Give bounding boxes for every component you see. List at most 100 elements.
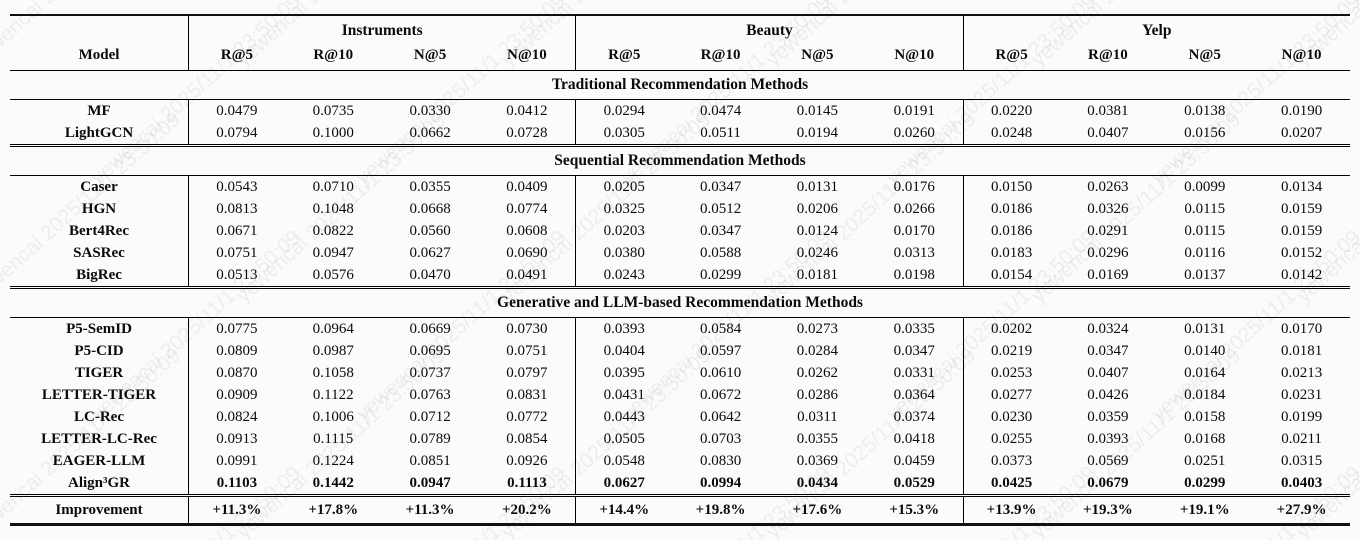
metric-value: 0.0159 — [1280, 223, 1323, 239]
metric-value: 0.0426 — [1087, 387, 1129, 403]
metric-value: 0.0491 — [506, 267, 548, 283]
model-name: LETTER-LC-Rec — [41, 431, 157, 447]
table-row: SASRec 0.0751 0.0947 0.0627 0.0690 0.0380 0.05… — [10, 242, 1350, 264]
metric-value: 0.0099 — [1184, 179, 1226, 195]
metric-value: 0.0569 — [1087, 453, 1129, 469]
metric-value: 0.0116 — [1184, 245, 1226, 261]
metric-value: 0.0393 — [575, 318, 672, 340]
metric-value: 0.0142 — [1280, 267, 1323, 283]
metric-value: 0.0991 — [188, 450, 285, 472]
metric-value: 0.0364 — [893, 387, 935, 403]
metric-value: 0.0712 — [409, 409, 451, 425]
metric-value: 0.0431 — [575, 384, 672, 406]
metric-value: 0.0380 — [575, 242, 672, 264]
metric-value: 0.0186 — [962, 198, 1060, 220]
metric-value: 0.0262 — [796, 365, 839, 381]
table-row: EAGER-LLM 0.0991 0.1224 0.0851 0.0926 0.0548 0… — [10, 450, 1350, 472]
metric-value: 0.0588 — [699, 245, 742, 261]
model-column-header: Model — [78, 47, 120, 63]
table-row: MF 0.0479 0.0735 0.0330 0.0412 0.0294 0.0474 0.… — [10, 100, 1350, 122]
model-name: SASRec — [73, 245, 125, 261]
model-name: MF — [87, 103, 111, 119]
metric-value: 0.0294 — [575, 100, 672, 122]
table-row: LETTER-TIGER 0.0909 0.1122 0.0763 0.0831 0.04… — [10, 384, 1350, 406]
metric-value: 0.0774 — [506, 201, 548, 217]
metric-value: 0.0474 — [699, 103, 742, 119]
metric-value: 0.0170 — [893, 223, 935, 239]
metric-value: 0.0231 — [1280, 387, 1323, 403]
metric-value: 0.0576 — [312, 267, 354, 283]
metric-value: 0.0672 — [699, 387, 742, 403]
metric-value: 0.0407 — [1087, 365, 1129, 381]
metric-value: 0.0137 — [1184, 267, 1226, 283]
metric-value: 0.0115 — [1184, 223, 1226, 239]
metric-value: 0.0730 — [506, 321, 548, 337]
metric-value: 0.0291 — [1087, 223, 1129, 239]
metric-value: 0.1442 — [312, 475, 354, 491]
metric-value: 0.0751 — [188, 242, 285, 264]
metric-value: 0.0324 — [1087, 321, 1129, 337]
metric-value: 0.0679 — [1087, 475, 1129, 491]
model-name: EAGER-LLM — [52, 453, 146, 469]
model-name: BigRec — [76, 267, 122, 283]
metric-value: 0.0763 — [409, 387, 451, 403]
metric-value: 0.0181 — [796, 267, 839, 283]
metric-value: 0.0315 — [1280, 453, 1323, 469]
metric-value: 0.1224 — [312, 453, 354, 469]
improvement-row: Improvement +11.3% +17.8% +11.3% +20.2% +14.… — [10, 497, 1350, 523]
metric-value: 0.0169 — [1087, 267, 1129, 283]
metric-value: 0.0246 — [796, 245, 839, 261]
metric-value: 0.0251 — [1184, 453, 1226, 469]
metric-value: 0.1113 — [507, 475, 547, 491]
table-row: TIGER 0.0870 0.1058 0.0737 0.0797 0.0395 0.061… — [10, 362, 1350, 384]
metric-value: 0.0830 — [699, 453, 742, 469]
model-name: P5-SemID — [66, 321, 132, 337]
metric-value: 0.0194 — [796, 125, 839, 141]
metric-value: 0.0597 — [699, 343, 742, 359]
section-header: Traditional Recommendation Methods — [10, 71, 1350, 100]
metric-value: 0.0277 — [962, 384, 1060, 406]
improvement-value: +17.8% — [308, 502, 359, 518]
improvement-value: +17.6% — [792, 502, 843, 518]
table-row: LightGCN 0.0794 0.1000 0.0662 0.0728 0.0305 0.… — [10, 122, 1350, 144]
metric-value: 0.0459 — [893, 453, 935, 469]
metric-value: 0.0355 — [796, 431, 839, 447]
metric-value: 0.0253 — [962, 362, 1060, 384]
improvement-value: +19.1% — [1179, 502, 1230, 518]
metric-value: 0.0347 — [699, 179, 742, 195]
metric-value: 0.0994 — [699, 475, 742, 491]
metric-value: 0.0794 — [188, 122, 285, 144]
metric-value: 0.0243 — [575, 264, 672, 286]
metric-value: 0.0947 — [409, 475, 451, 491]
metric-header: N@10 — [1281, 47, 1322, 63]
metric-value: 0.0668 — [409, 201, 451, 217]
model-name: LETTER-TIGER — [41, 387, 157, 403]
metric-value: 0.0775 — [188, 318, 285, 340]
metric-value: 0.0987 — [312, 343, 354, 359]
metric-value: 0.0248 — [962, 122, 1060, 144]
metric-value: 0.0831 — [506, 387, 548, 403]
metric-value: 0.0255 — [962, 428, 1060, 450]
metric-value: 0.0305 — [575, 122, 672, 144]
metric-value: 0.0373 — [962, 450, 1060, 472]
metric-value: 0.0124 — [796, 223, 839, 239]
metric-value: 0.0273 — [796, 321, 839, 337]
metric-value: 0.0299 — [699, 267, 742, 283]
metric-value: 0.0211 — [1281, 431, 1322, 447]
metric-value: 0.0205 — [575, 176, 672, 198]
improvement-value: +27.9% — [1276, 502, 1327, 518]
metric-value: 0.0822 — [312, 223, 354, 239]
metric-value: 0.0347 — [1087, 343, 1129, 359]
table-row: BigRec 0.0513 0.0576 0.0470 0.0491 0.0243 0.02… — [10, 264, 1350, 286]
metric-value: 0.0381 — [1087, 103, 1129, 119]
metric-value: 0.0158 — [1184, 409, 1226, 425]
metric-value: 0.0669 — [409, 321, 451, 337]
improvement-value: +11.3% — [405, 502, 455, 518]
metric-value: 0.0347 — [893, 343, 935, 359]
metric-value: 0.1006 — [312, 409, 354, 425]
metric-value: 0.0909 — [188, 384, 285, 406]
metric-value: 0.0213 — [1280, 365, 1323, 381]
metric-value: 0.0735 — [312, 103, 354, 119]
metric-header: R@5 — [575, 42, 672, 70]
